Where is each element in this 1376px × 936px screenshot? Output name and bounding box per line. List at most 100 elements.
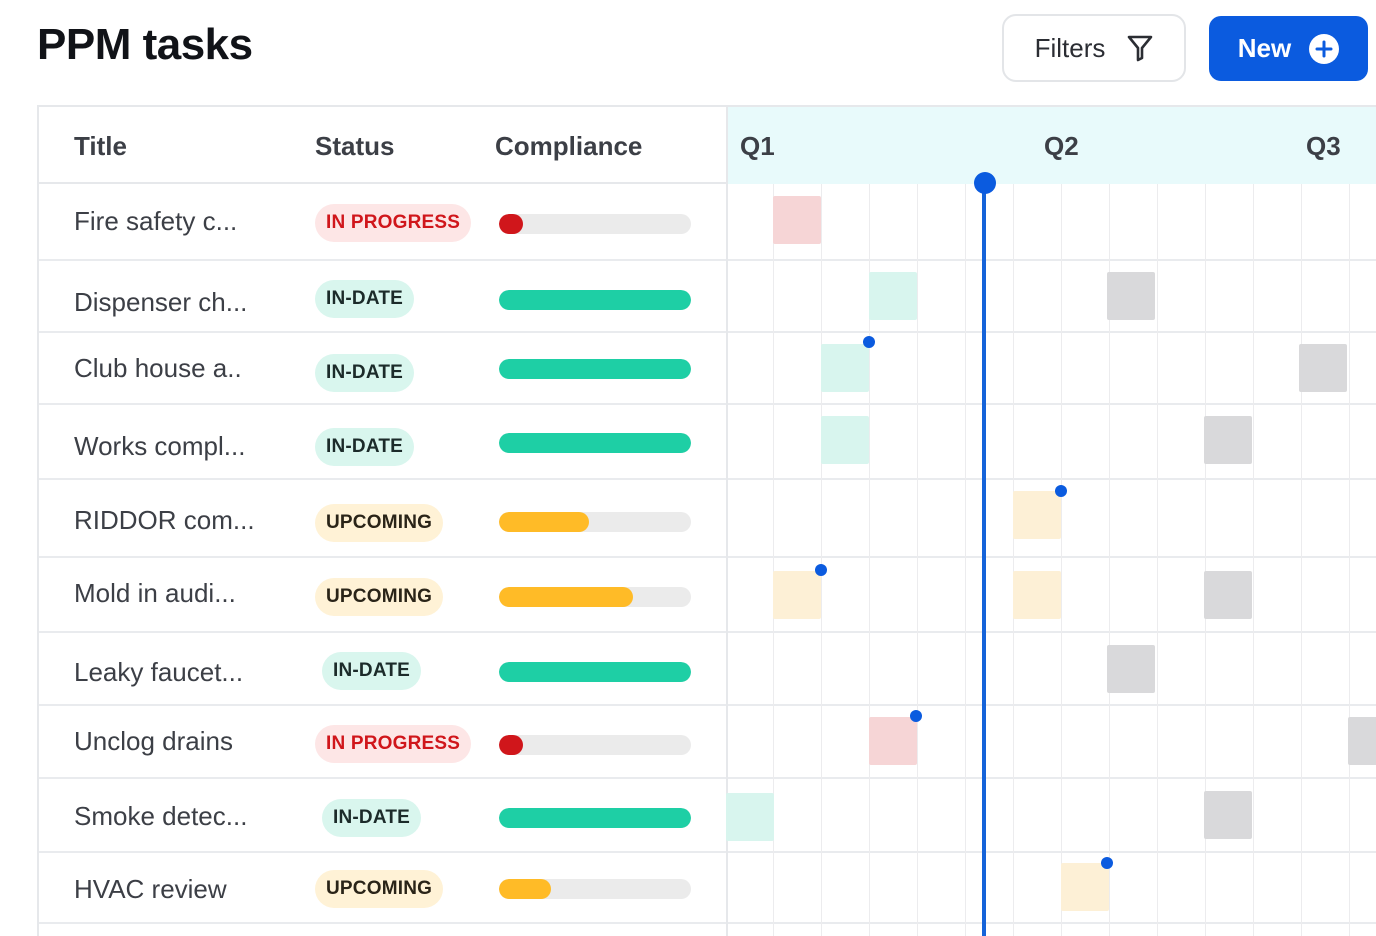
milestone-dot[interactable] — [910, 710, 922, 722]
timeline-block[interactable] — [1348, 717, 1376, 765]
task-title: Unclog drains — [74, 726, 233, 756]
compliance-bar — [499, 587, 691, 607]
new-label: New — [1237, 33, 1292, 63]
column-header-status[interactable]: Status — [315, 131, 395, 161]
table-row[interactable]: Dispenser ch... IN-DATE — [39, 261, 1376, 333]
table-row[interactable]: Smoke detec... IN-DATE — [39, 779, 1376, 853]
compliance-fill — [499, 214, 523, 234]
compliance-fill — [499, 587, 634, 607]
grid-line — [1157, 184, 1158, 936]
grid-line — [1109, 184, 1110, 936]
compliance-bar — [499, 214, 691, 234]
plus-icon — [1309, 33, 1340, 64]
timeline-block[interactable] — [773, 196, 821, 244]
filters-label: Filters — [1034, 32, 1106, 63]
column-header-compliance[interactable]: Compliance — [495, 131, 643, 161]
timeline-header: Q1 Q2 Q3 — [726, 107, 1376, 184]
timeline-block[interactable] — [821, 344, 869, 392]
compliance-fill — [499, 512, 590, 532]
tasks-table: Title Status Compliance Q1 Q2 Q3 Fire sa… — [37, 105, 1376, 936]
compliance-bar — [499, 662, 691, 682]
grid-line — [773, 184, 774, 936]
compliance-bar — [499, 735, 691, 755]
table-row[interactable]: Unclog drains IN PROGRESS — [39, 706, 1376, 779]
quarter-label-q3: Q3 — [1306, 131, 1341, 161]
timeline-block[interactable] — [1013, 491, 1061, 539]
filter-icon — [1128, 35, 1153, 62]
quarter-label-q2: Q2 — [1044, 131, 1079, 161]
status-badge: IN-DATE — [322, 652, 422, 690]
status-badge: IN-DATE — [322, 799, 422, 837]
milestone-dot[interactable] — [1055, 485, 1067, 497]
timeline-block[interactable] — [1204, 571, 1252, 619]
milestone-dot[interactable] — [1101, 857, 1113, 869]
compliance-fill — [499, 808, 691, 828]
timeline-block[interactable] — [869, 272, 917, 320]
table-row[interactable]: Leaky faucet... IN-DATE — [39, 633, 1376, 706]
timeline-block[interactable] — [821, 416, 869, 464]
compliance-fill — [499, 290, 691, 310]
compliance-bar — [499, 808, 691, 828]
grid-line — [1205, 184, 1206, 936]
timeline-block[interactable] — [1299, 344, 1347, 392]
timeline-block[interactable] — [869, 717, 917, 765]
timeline-block[interactable] — [1061, 863, 1109, 911]
compliance-fill — [499, 735, 523, 755]
grid-line — [1349, 184, 1350, 936]
grid-line — [965, 184, 966, 936]
task-title: Leaky faucet... — [74, 657, 244, 687]
timeline-block[interactable] — [1013, 571, 1061, 619]
status-badge: UPCOMING — [315, 578, 444, 616]
status-badge: UPCOMING — [315, 504, 444, 542]
table-row[interactable]: Works compl... IN-DATE — [39, 405, 1376, 480]
column-header-title[interactable]: Title — [74, 131, 127, 161]
task-title: Dispenser ch... — [74, 287, 248, 317]
timeline-block[interactable] — [1107, 272, 1155, 320]
status-badge: IN-DATE — [315, 428, 415, 466]
table-header: Title Status Compliance Q1 Q2 Q3 — [39, 107, 1376, 184]
grid-line — [869, 184, 870, 936]
status-badge: UPCOMING — [315, 870, 444, 908]
milestone-dot[interactable] — [815, 564, 827, 576]
compliance-bar — [499, 512, 691, 532]
compliance-bar — [499, 359, 691, 379]
task-title: Works compl... — [74, 431, 246, 461]
grid-line — [1253, 184, 1254, 936]
table-row[interactable]: HVAC review UPCOMING — [39, 853, 1376, 924]
grid-line — [917, 184, 918, 936]
table-row[interactable]: Club house a.. IN-DATE — [39, 333, 1376, 405]
new-button[interactable]: New — [1209, 16, 1368, 81]
today-marker-handle[interactable] — [974, 172, 996, 194]
grid-line — [1301, 184, 1302, 936]
task-title: Smoke detec... — [74, 801, 248, 831]
task-title: Mold in audi... — [74, 578, 236, 608]
status-badge: IN-DATE — [315, 354, 415, 392]
compliance-bar — [499, 879, 691, 899]
today-marker-line — [982, 183, 986, 936]
compliance-fill — [499, 359, 691, 379]
task-title: HVAC review — [74, 874, 227, 904]
status-badge: IN PROGRESS — [315, 204, 472, 242]
filters-button[interactable]: Filters — [1002, 14, 1186, 82]
compliance-bar — [499, 290, 691, 310]
timeline-block[interactable] — [1107, 645, 1155, 693]
status-badge: IN-DATE — [315, 280, 415, 318]
timeline-grid — [726, 184, 1376, 936]
timeline-block[interactable] — [726, 793, 774, 841]
compliance-bar — [499, 433, 691, 453]
compliance-fill — [499, 433, 691, 453]
status-badge: IN PROGRESS — [315, 725, 472, 763]
table-row[interactable]: Fire safety c... IN PROGRESS — [39, 184, 1376, 261]
grid-line — [1061, 184, 1062, 936]
timeline-block[interactable] — [1204, 791, 1252, 839]
timeline-block[interactable] — [1204, 416, 1252, 464]
milestone-dot[interactable] — [863, 336, 875, 348]
compliance-fill — [499, 879, 551, 899]
grid-line — [821, 184, 822, 936]
table-row[interactable]: RIDDOR com... UPCOMING — [39, 480, 1376, 558]
quarter-label-q1: Q1 — [740, 131, 775, 161]
table-row[interactable]: Mold in audi... UPCOMING — [39, 558, 1376, 633]
grid-line — [1013, 184, 1014, 936]
compliance-fill — [499, 662, 691, 682]
timeline-block[interactable] — [773, 571, 821, 619]
